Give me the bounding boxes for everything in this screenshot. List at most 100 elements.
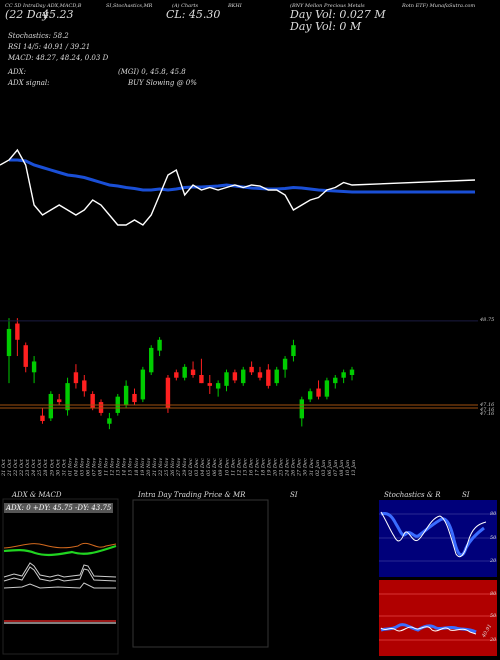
candle-body bbox=[165, 377, 171, 408]
candle-body bbox=[140, 369, 146, 400]
header-line-c: (A) Charts bbox=[172, 3, 199, 9]
date-label: 25 Nov bbox=[164, 458, 170, 477]
adx-value-box: ADX: 0 +DY: 45.75 -DY: 43.75 bbox=[4, 503, 114, 513]
date-label: 20 Dec bbox=[273, 458, 279, 477]
date-label: 29 Oct bbox=[49, 458, 55, 477]
date-label: 20 Nov bbox=[146, 458, 152, 477]
date-label: 21 Nov bbox=[152, 458, 158, 477]
date-label: 29 Nov bbox=[182, 458, 188, 477]
rsi-smooth-line bbox=[380, 623, 477, 634]
rsi-tick-50: 50 bbox=[490, 613, 497, 619]
date-label: 06 Jan bbox=[327, 460, 333, 476]
date-label: 09 Dec bbox=[218, 458, 224, 476]
candle-body bbox=[333, 377, 338, 384]
date-label: 18 Nov bbox=[134, 458, 140, 476]
date-label: 15 Nov bbox=[128, 458, 134, 476]
date-label: 19 Nov bbox=[140, 458, 146, 476]
date-label: 13 Nov bbox=[116, 458, 122, 476]
header-macd: MACD: 48.27, 48.24, 0.03 D bbox=[8, 54, 109, 62]
date-label: 06 Nov bbox=[86, 458, 92, 476]
date-label: 12 Dec bbox=[236, 458, 242, 476]
header-line-a: CC 5D IntraDay ADX,MACD,B bbox=[5, 3, 82, 9]
date-label: 10 Dec bbox=[224, 458, 230, 476]
price-label: 47.16 bbox=[479, 411, 495, 417]
header-line-f: Rotn ETF) MunafaSutra.com bbox=[402, 3, 476, 9]
date-label: 16 Dec bbox=[248, 458, 254, 476]
candle-body bbox=[157, 339, 162, 351]
candle-body bbox=[174, 372, 179, 378]
candle-body bbox=[65, 383, 70, 411]
candle-body bbox=[31, 361, 37, 373]
candle-body bbox=[232, 372, 238, 381]
date-label: 10 Jan bbox=[345, 460, 351, 476]
candle-body bbox=[132, 393, 137, 403]
header-adx-signal: ADX signal: bbox=[8, 79, 50, 87]
date-label: 05 Dec bbox=[206, 458, 212, 476]
header-line-e: (BNY Mellon Precious Metals bbox=[290, 3, 365, 9]
candle-body bbox=[257, 372, 263, 378]
adx-pos-line bbox=[3, 542, 117, 549]
candle-body bbox=[15, 323, 20, 340]
candle-body bbox=[224, 372, 229, 386]
date-label: 28 Oct bbox=[43, 458, 49, 477]
date-label: 30 Oct bbox=[55, 458, 61, 476]
date-label: 31 Dec bbox=[309, 458, 315, 476]
date-label: 23 Dec bbox=[279, 458, 285, 477]
candle-body bbox=[56, 399, 62, 403]
stoch-tick-20: 20 bbox=[490, 558, 497, 564]
candle-body bbox=[82, 380, 87, 392]
panel-stoch-title: Stochastics & R bbox=[384, 491, 441, 499]
rsi-panel-bg bbox=[379, 580, 497, 656]
candle-body bbox=[307, 391, 313, 400]
candle-body bbox=[207, 383, 212, 386]
candle-body bbox=[48, 393, 54, 419]
candle-body bbox=[6, 328, 12, 357]
header-line-b: SI,Stochastics,MR bbox=[106, 3, 153, 9]
candle-body bbox=[241, 369, 246, 384]
date-label: 06 Dec bbox=[212, 458, 218, 476]
header-stochastics: Stochastics: 58.2 bbox=[8, 32, 69, 40]
candle-body bbox=[266, 369, 271, 386]
rsi-line bbox=[380, 626, 477, 635]
header-buy-signal: BUY Slowing @ 0% bbox=[128, 79, 197, 87]
header-close: CL: 45.30 bbox=[166, 8, 221, 21]
candle-body bbox=[324, 380, 330, 397]
date-label: 31 Oct bbox=[61, 458, 67, 476]
stoch-tick-50: 50 bbox=[490, 535, 497, 541]
candle-body bbox=[190, 369, 196, 375]
candle-body bbox=[23, 345, 28, 367]
date-label: 14 Nov bbox=[122, 458, 128, 476]
candle-body bbox=[349, 369, 355, 375]
candle-body bbox=[182, 366, 187, 378]
header-day-volume-2: Day Vol: 0 M bbox=[290, 20, 362, 33]
header-rsi: RSI 14/5: 40.91 / 39.21 bbox=[8, 43, 91, 51]
adx-line-3 bbox=[3, 582, 116, 589]
candle-body bbox=[282, 358, 288, 370]
date-label: 04 Dec bbox=[200, 458, 206, 476]
date-label: 07 Jan bbox=[333, 460, 339, 476]
candle-body bbox=[316, 388, 321, 397]
date-label: 21 Oct bbox=[7, 458, 13, 477]
date-label: 25 Oct bbox=[37, 458, 43, 477]
date-label: 18 Dec bbox=[261, 458, 267, 476]
candle-body bbox=[149, 347, 154, 373]
price-label: 48.75 bbox=[479, 317, 494, 323]
date-label: 27 Dec bbox=[297, 458, 303, 477]
date-label: 22 Nov bbox=[158, 458, 164, 477]
header-adx: ADX: bbox=[8, 68, 27, 76]
header-big-2: 45.23 bbox=[42, 8, 74, 21]
stoch-tick-80: 80 bbox=[490, 511, 497, 517]
header-day-volume: Day Vol: 0.027 M bbox=[290, 8, 386, 21]
price-indicator-line bbox=[0, 148, 476, 226]
stoch-k-line bbox=[380, 511, 487, 558]
date-label: 08 Jan bbox=[339, 460, 345, 476]
candle-body bbox=[274, 369, 279, 384]
header-line-d: BKHI bbox=[228, 3, 242, 9]
panel-intraday-title-si: SI bbox=[290, 491, 298, 499]
panel-stoch-title-si: SI bbox=[462, 491, 470, 499]
date-label: 04 Nov bbox=[73, 458, 79, 476]
header-big-1: (22 Day bbox=[5, 8, 49, 21]
date-label: 12 Nov bbox=[110, 458, 116, 476]
candle-body bbox=[107, 418, 112, 424]
